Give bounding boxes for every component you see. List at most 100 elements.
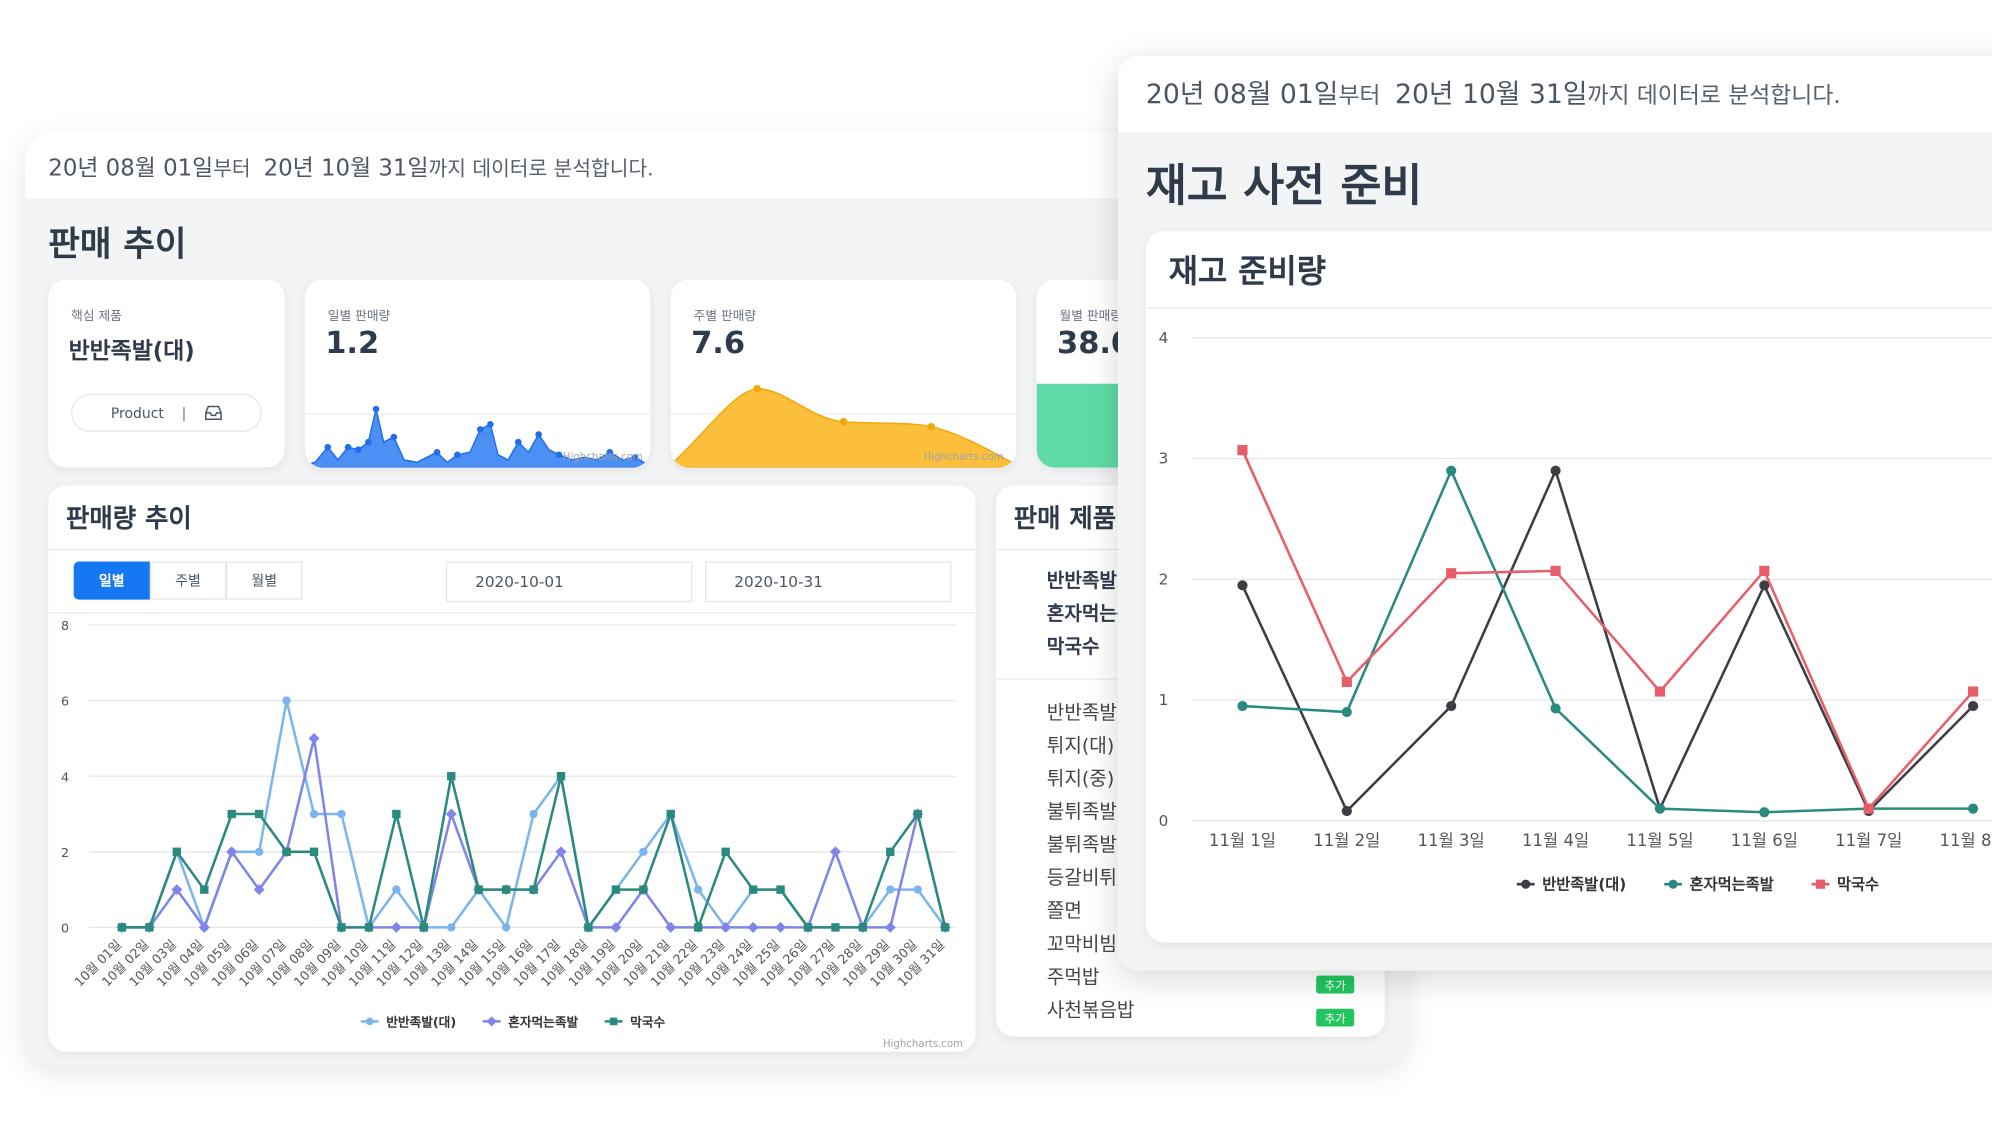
- data-point: [1341, 706, 1352, 718]
- data-point: [392, 809, 401, 819]
- data-point: [721, 847, 730, 856]
- data-point: [145, 923, 154, 932]
- period-to-date: 20년 10월 31일: [1394, 78, 1588, 110]
- data-point: [1341, 676, 1352, 687]
- list-item: 사천볶음밥: [1046, 998, 1135, 1022]
- data-point: [254, 847, 264, 856]
- x-tick-label: 11월 5일: [1626, 831, 1693, 850]
- y-tick-label: 8: [61, 618, 69, 633]
- chart-legend: 반반족발(대) 혼자먹는족발 막국수: [360, 1014, 666, 1029]
- inbox-icon: [204, 405, 222, 420]
- inventory-prep-chart: 0 1 2 3 4 11월 1일 11월 2일 11월 3일 11월 4일 11월 5일 11월 6…: [1159, 329, 1992, 893]
- y-tick-label: 2: [1159, 570, 1169, 588]
- data-point: [665, 921, 677, 933]
- data-point: [775, 921, 786, 933]
- kpi-value: 반반족발(대): [68, 337, 195, 365]
- data-point: [666, 809, 675, 819]
- data-point: [253, 884, 265, 896]
- kpi-card-core-product: 핵심 제품 반반족발(대) Product |: [48, 279, 285, 468]
- tab-monthly[interactable]: 월별: [226, 561, 303, 600]
- kpi-label: 핵심 제품: [71, 309, 122, 324]
- product-button[interactable]: Product |: [71, 393, 262, 432]
- panel-title: 판매량 추이: [66, 503, 192, 534]
- legend-label: 막국수: [630, 1014, 665, 1029]
- data-point: [555, 846, 567, 858]
- data-point: [1446, 465, 1457, 476]
- period-to-suffix: 까지 데이터로 분석합니다.: [1587, 82, 1841, 110]
- data-point: [282, 847, 291, 856]
- analysis-period-header: 20년 08월 01일부터 20년 10월 31일까지 데이터로 분석합니다.: [1117, 55, 1992, 133]
- legend-item[interactable]: 혼자먹는족발: [1664, 875, 1774, 893]
- tab-weekly[interactable]: 주별: [149, 561, 227, 600]
- kpi-card-daily-sales: 일별 판매량 1.2 Highcharts.com: [304, 279, 651, 468]
- list-item: 꼬막비빔밥: [1046, 932, 1135, 956]
- period-from-suffix: 부터: [1338, 82, 1381, 110]
- series-막국수: [1237, 445, 1979, 814]
- series-line: [1241, 449, 1975, 811]
- data-point: [447, 772, 456, 781]
- weekly-sparkline: [670, 384, 1017, 468]
- list-item: 튀지(대): [1046, 734, 1115, 758]
- kpi-value: 1.2: [325, 325, 380, 361]
- data-point: [309, 847, 319, 856]
- series-line: [121, 738, 947, 931]
- data-point: [501, 923, 511, 932]
- kpi-label: 일별 판매량: [327, 309, 391, 324]
- legend-label: 반반족발(대): [1542, 875, 1626, 893]
- data-point: [1759, 807, 1770, 818]
- divider: [1145, 307, 1992, 309]
- legend-item[interactable]: 막국수: [604, 1014, 666, 1029]
- list-item: 튀지(중): [1046, 767, 1115, 791]
- page-title: 판매 추이: [48, 224, 187, 265]
- end-date-input[interactable]: 2020-10-31: [705, 561, 952, 603]
- list-item: 쫄면: [1046, 899, 1082, 923]
- data-point: [1550, 565, 1561, 576]
- data-point: [390, 921, 402, 933]
- data-point: [227, 809, 236, 819]
- y-tick-label: 2: [61, 845, 69, 860]
- list-item: 주먹밥: [1046, 965, 1100, 989]
- data-point: [611, 885, 621, 894]
- legend-item[interactable]: 반반족발(대): [1516, 875, 1626, 893]
- data-point: [529, 809, 538, 819]
- data-point: [308, 732, 320, 744]
- inventory-card: 재고 준비량 0 1 2 3 4 11월 1일 11월 2일 11월 3일 11월 4일 11월 …: [1145, 231, 1992, 943]
- add-button[interactable]: 추가: [1316, 975, 1355, 994]
- add-button[interactable]: 추가: [1316, 1008, 1355, 1027]
- page-title: 재고 사전 준비: [1145, 161, 1423, 213]
- data-point: [1446, 568, 1457, 579]
- data-point: [419, 923, 428, 932]
- kpi-label: 월별 판매량: [1059, 309, 1123, 324]
- data-point: [1759, 580, 1770, 591]
- sales-trend-panel: 판매량 추이 일별 주별 월별 2020-10-01 2020-10-31 0 2…: [48, 485, 976, 1052]
- data-point: [200, 885, 209, 894]
- list-item: 등갈비튀김: [1046, 866, 1135, 890]
- y-tick-label: 1: [1159, 691, 1169, 709]
- x-tick-label: 11월 6일: [1731, 831, 1798, 850]
- data-point: [886, 847, 895, 856]
- data-point: [1446, 700, 1457, 712]
- data-point: [337, 809, 346, 819]
- legend-item[interactable]: 반반족발(대): [360, 1014, 456, 1029]
- legend-item[interactable]: 막국수: [1811, 875, 1879, 893]
- start-date-input[interactable]: 2020-10-01: [445, 561, 693, 603]
- legend-item[interactable]: 혼자먹는족발: [482, 1014, 579, 1029]
- card-title: 재고 준비량: [1168, 252, 1326, 290]
- chart-credit: Highcharts.com: [923, 450, 1004, 463]
- panel-title: 판매 제품: [1013, 503, 1117, 534]
- y-tick-label: 6: [61, 694, 69, 709]
- data-point: [694, 923, 703, 932]
- data-point: [1237, 700, 1248, 712]
- legend-marker: [1815, 879, 1826, 889]
- tab-daily[interactable]: 일별: [73, 561, 150, 600]
- x-tick-label: 11월 4일: [1522, 831, 1589, 850]
- series-막국수: [117, 772, 950, 932]
- data-point: [1550, 465, 1561, 476]
- data-point: [117, 923, 127, 932]
- inventory-window: 20년 08월 01일부터 20년 10월 31일까지 데이터로 분석합니다. …: [1117, 55, 1992, 971]
- legend-marker: [486, 1016, 497, 1027]
- legend-marker: [609, 1017, 618, 1026]
- data-point: [940, 923, 950, 932]
- x-tick-label: 11월 2일: [1313, 831, 1380, 850]
- data-point: [858, 923, 868, 932]
